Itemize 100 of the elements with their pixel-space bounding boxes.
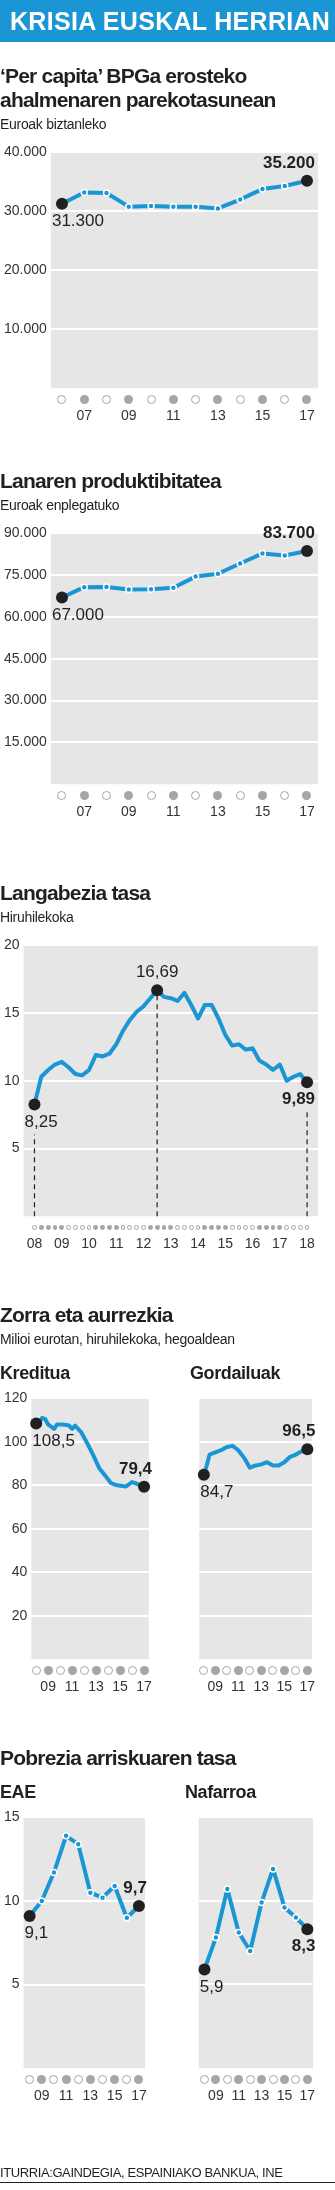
- x-tick-label: 07: [76, 803, 93, 820]
- y-tick-label: 10: [3, 1891, 20, 1908]
- point: [258, 185, 267, 193]
- y-tick-label: 15: [3, 1003, 20, 1020]
- data-label: 83.700: [262, 523, 315, 543]
- data-label: 79,4: [118, 1458, 153, 1478]
- x-tick-label: 09: [120, 407, 137, 424]
- x-tick-label: 11: [58, 2087, 74, 2104]
- y-tick-label: 30.000: [3, 691, 48, 708]
- point: [102, 189, 111, 197]
- x-tick-label: 13: [253, 1678, 270, 1695]
- x-tick-label: 11: [108, 1235, 124, 1252]
- point: [74, 1840, 82, 1848]
- point: [191, 202, 200, 211]
- y-tick-label: 5: [11, 1975, 20, 1992]
- point: [214, 570, 222, 578]
- text: ITURRIA:GAINDEGIA, ESPAINIAKO BANKUA, INE: [0, 2165, 335, 2183]
- chart-title: Lanaren produktibitatea: [0, 469, 223, 493]
- x-tick-label: 13: [162, 1235, 179, 1252]
- data-label: 5,9: [199, 1976, 224, 1996]
- y-tick-label: 20: [11, 1606, 28, 1623]
- point: [86, 1888, 95, 1897]
- chart-title: Langabezia tasa: [0, 881, 152, 905]
- y-tick-label: 80: [11, 1476, 28, 1493]
- data-label: 8,25: [24, 1111, 58, 1131]
- text: Zorra eta aurrezkia: [0, 1303, 175, 1327]
- chart-subtitle: Euroak biztanleko: [0, 116, 108, 132]
- point: [80, 188, 88, 197]
- x-tick-label: 17: [299, 407, 315, 424]
- y-tick-label: 60.000: [3, 607, 48, 624]
- data-label: 9,7: [123, 1878, 147, 1898]
- x-tick-label: 09: [208, 2087, 224, 2104]
- x-tick-label: 15: [276, 1678, 293, 1695]
- data-label: 35.200: [262, 152, 315, 172]
- point: [280, 1903, 289, 1912]
- data-label: 9,89: [281, 1089, 316, 1109]
- data-label: 108,5: [32, 1430, 75, 1450]
- x-tick-label: 15: [106, 2087, 123, 2104]
- chart-title: Nafarroa: [185, 1782, 258, 1803]
- y-tick-label: 20: [3, 936, 20, 953]
- y-tick-label: 75.000: [3, 566, 48, 583]
- point: [169, 583, 178, 592]
- y-tick-label: 45.000: [3, 649, 48, 666]
- point: [236, 559, 244, 568]
- data-label: 96,5: [282, 1421, 316, 1441]
- x-tick-label: 17: [299, 2087, 316, 2104]
- x-tick-label: 09: [53, 1235, 70, 1252]
- x-tick-label: 11: [166, 407, 181, 424]
- y-tick-label: 15: [3, 1808, 20, 1825]
- x-tick-label: 11: [231, 2087, 247, 2104]
- chart-subtitle: Euroak enplegatuko: [0, 497, 121, 513]
- y-tick-label: 40.000: [3, 143, 48, 160]
- y-tick-label: 10: [3, 1071, 20, 1088]
- data-label: 84,7: [200, 1482, 234, 1502]
- chart-title: Gordailuak: [190, 1363, 282, 1384]
- x-tick-label: 15: [276, 2087, 293, 2104]
- y-tick-label: 15.000: [3, 733, 48, 750]
- x-tick-label: 17: [272, 1235, 288, 1252]
- data-label: 16,69: [135, 962, 179, 982]
- point: [269, 1865, 277, 1873]
- point: [123, 1913, 131, 1922]
- data-label: 67.000: [51, 604, 104, 624]
- data-label: 8,3: [291, 1936, 316, 1956]
- point: [257, 1898, 266, 1907]
- x-tick-label: 09: [207, 1678, 224, 1695]
- x-tick-label: 15: [254, 407, 271, 424]
- point: [236, 195, 244, 204]
- point: [125, 202, 133, 211]
- x-tick-label: 13: [253, 2087, 270, 2104]
- x-tick-label: 15: [217, 1235, 234, 1252]
- text: Milioi eurotan, hiruhilekoka, hegoaldean: [0, 1331, 236, 1347]
- x-tick-label: 17: [136, 1678, 153, 1695]
- x-tick-label: 18: [299, 1235, 316, 1252]
- x-tick-label: 13: [210, 803, 226, 820]
- chart-subtitle: Hiruhilekoka: [0, 909, 75, 925]
- x-tick-label: 11: [166, 803, 181, 820]
- y-tick-label: 20.000: [3, 261, 48, 278]
- point: [292, 1913, 300, 1922]
- chart-title: Kreditua: [0, 1363, 72, 1384]
- x-tick-label: 08: [26, 1235, 43, 1252]
- x-tick-label: 13: [82, 2087, 99, 2104]
- x-tick-label: 09: [40, 1678, 57, 1695]
- x-tick-label: 11: [64, 1678, 80, 1695]
- text: KRISIA EUSKAL HERRIAN: [0, 0, 335, 42]
- y-tick-label: 120: [4, 1389, 28, 1406]
- x-tick-label: 11: [231, 1678, 246, 1695]
- point: [258, 549, 267, 558]
- x-tick-label: 09: [34, 2087, 50, 2104]
- y-tick-label: 60: [11, 1519, 28, 1536]
- x-tick-label: 15: [254, 803, 271, 820]
- point: [147, 585, 155, 593]
- x-tick-label: 17: [299, 1678, 316, 1695]
- x-tick-label: 14: [190, 1235, 207, 1252]
- x-tick-label: 17: [131, 2087, 147, 2104]
- text: Pobrezia arriskuaren tasa: [0, 1746, 238, 1770]
- x-tick-label: 10: [81, 1235, 97, 1252]
- x-tick-label: 07: [76, 407, 93, 424]
- y-tick-label: 5: [11, 1139, 20, 1156]
- point: [125, 585, 133, 594]
- x-tick-label: 15: [112, 1678, 129, 1695]
